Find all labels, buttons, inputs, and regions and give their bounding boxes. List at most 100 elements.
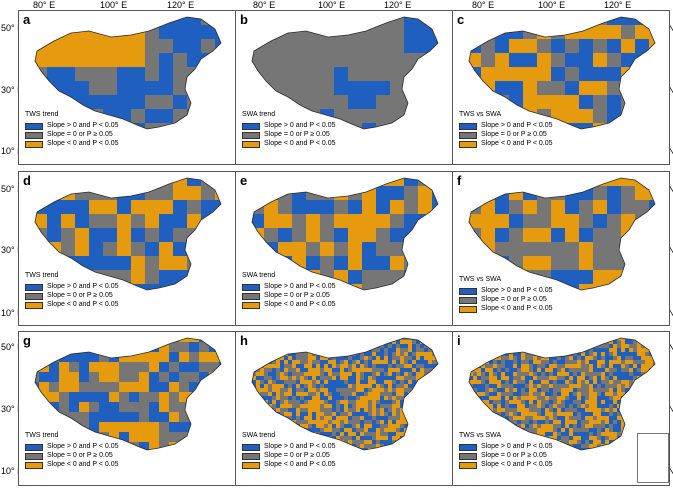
map-cell xyxy=(505,340,509,344)
map-cell xyxy=(537,368,541,372)
map-cell xyxy=(669,412,670,416)
map-cell xyxy=(420,352,424,356)
map-cell xyxy=(392,428,396,432)
map-cell xyxy=(368,360,372,364)
map-cell xyxy=(117,151,131,165)
map-cell xyxy=(436,472,440,476)
map-cell xyxy=(653,412,655,416)
map-cell xyxy=(663,53,670,67)
map-cell xyxy=(288,484,292,486)
map-cell xyxy=(444,456,448,460)
map-cell xyxy=(577,368,581,372)
map-cell xyxy=(404,242,418,256)
map-cell xyxy=(513,404,517,408)
map-cell xyxy=(380,452,384,456)
map-cell xyxy=(388,428,392,432)
map-cell xyxy=(408,368,412,372)
map-cell xyxy=(621,348,625,352)
map-cell xyxy=(585,396,589,400)
map-cell xyxy=(159,39,173,53)
map-cell xyxy=(589,412,593,416)
map-cell xyxy=(457,416,461,420)
map-cell xyxy=(493,388,497,392)
map-cell xyxy=(348,53,362,67)
map-cell xyxy=(332,338,336,340)
map-cell xyxy=(497,332,501,336)
map-cell xyxy=(509,356,513,360)
map-cell xyxy=(296,396,300,400)
map-cell xyxy=(364,388,368,392)
map-cell xyxy=(408,420,412,424)
map-cell xyxy=(240,368,244,372)
map-cell xyxy=(159,382,169,392)
map-cell xyxy=(420,338,424,340)
map-cell xyxy=(400,420,404,424)
map-cell xyxy=(306,256,320,270)
map-cell xyxy=(352,464,356,468)
map-cell xyxy=(557,392,561,396)
map-cell xyxy=(340,432,344,436)
map-cell xyxy=(537,39,551,53)
map-cell xyxy=(61,178,75,186)
map-cell xyxy=(344,368,348,372)
map-cell xyxy=(549,356,553,360)
map-cell xyxy=(635,284,649,290)
map-cell xyxy=(348,412,352,416)
map-cell xyxy=(159,432,169,442)
map-cell xyxy=(579,270,593,284)
map-cell xyxy=(609,400,613,404)
map-cell xyxy=(400,444,404,448)
map-cell xyxy=(493,380,497,384)
map-cell xyxy=(613,384,617,388)
map-cell xyxy=(292,372,296,376)
map-cell xyxy=(477,416,481,420)
map-panel-b: b SWA trend Slope > 0 and P < 0.05 Slope = … xyxy=(235,10,453,165)
map-cell xyxy=(139,392,149,402)
map-cell xyxy=(236,81,250,95)
map-cell xyxy=(368,408,372,412)
map-cell xyxy=(380,420,384,424)
map-cell xyxy=(372,472,376,476)
map-cell xyxy=(416,468,420,472)
map-cell xyxy=(201,178,215,186)
map-cell xyxy=(376,270,390,284)
map-cell xyxy=(561,396,565,400)
map-cell xyxy=(300,360,304,364)
map-cell xyxy=(649,380,653,384)
map-cell xyxy=(344,416,348,420)
map-cell xyxy=(332,412,336,416)
map-cell xyxy=(264,53,278,67)
map-cell xyxy=(495,81,509,95)
map-cell xyxy=(408,376,412,380)
map-cell xyxy=(585,338,589,340)
map-cell xyxy=(489,416,493,420)
map-cell xyxy=(340,384,344,388)
map-cell xyxy=(284,356,288,360)
map-cell xyxy=(420,428,424,432)
map-cell xyxy=(665,356,669,360)
map-cell xyxy=(509,178,523,186)
map-cell xyxy=(360,424,364,428)
map-cell xyxy=(240,476,244,480)
map-cell xyxy=(432,137,446,151)
map-cell xyxy=(440,448,444,452)
map-cell xyxy=(495,242,509,256)
map-cell xyxy=(49,472,59,482)
map-cell xyxy=(529,388,533,392)
map-cell xyxy=(461,396,465,400)
map-cell xyxy=(589,332,593,336)
map-cell xyxy=(272,344,276,348)
map-cell xyxy=(641,352,645,356)
map-cell xyxy=(581,364,585,368)
map-cell xyxy=(625,396,629,400)
map-cell xyxy=(356,384,360,388)
map-cell xyxy=(661,376,665,380)
map-cell xyxy=(517,338,521,340)
map-cell xyxy=(428,460,432,464)
map-cell xyxy=(613,356,617,360)
map-cell xyxy=(89,338,99,342)
map-cell xyxy=(669,340,670,344)
legend-row: Slope > 0 and P < 0.05 xyxy=(25,122,119,131)
map-cell xyxy=(412,368,416,372)
map-cell xyxy=(264,364,268,368)
